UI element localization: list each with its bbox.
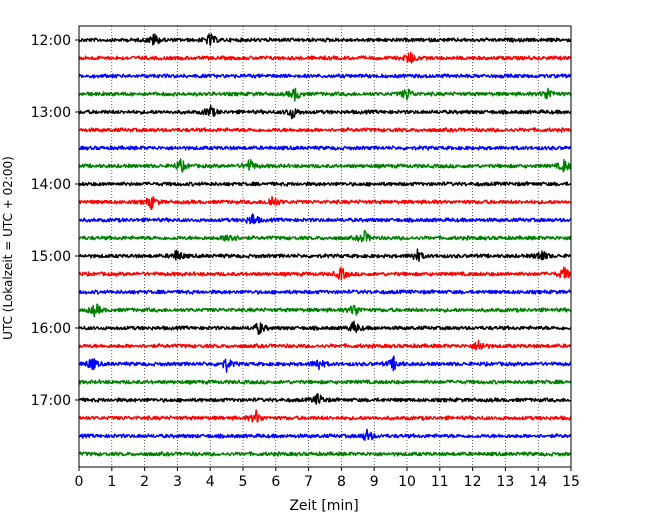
x-axis: 0 1 2 3 4 5 6 7 8 9 10 11 12 13 14 15 — [75, 467, 580, 490]
x-tick-label: 12 — [464, 474, 482, 490]
y-tick-label: 12:00 — [31, 33, 71, 49]
trace-row-1330 — [78, 145, 572, 151]
x-tick-label: 9 — [370, 474, 379, 490]
y-tick-label: 14:00 — [31, 177, 71, 193]
trace-row-1630 — [78, 355, 572, 373]
trace-row-1500 — [78, 248, 572, 263]
trace-row-1715 — [78, 409, 572, 423]
trace-row-1515 — [78, 266, 572, 281]
trace-row-1445 — [78, 229, 572, 243]
x-tick-label: 6 — [271, 474, 280, 490]
x-tick-label: 15 — [562, 474, 580, 490]
x-tick-label: 2 — [140, 474, 149, 490]
trace-row-1645 — [78, 379, 572, 385]
x-tick-label: 3 — [173, 474, 182, 490]
trace-row-1600 — [78, 320, 572, 335]
x-tick-label: 5 — [239, 474, 248, 490]
x-tick-label: 13 — [496, 474, 514, 490]
y-tick-label: 16:00 — [31, 321, 71, 337]
trace-row-1300 — [78, 104, 572, 120]
seismic-traces — [78, 33, 572, 457]
trace-row-1400 — [78, 181, 572, 187]
trace-row-1430 — [78, 213, 572, 225]
x-tick-label: 4 — [206, 474, 215, 490]
trace-row-1545 — [78, 303, 572, 318]
trace-row-1615 — [78, 339, 572, 351]
plot-frame — [78, 25, 572, 468]
x-tick-label: 1 — [107, 474, 116, 490]
trace-row-1345 — [78, 158, 572, 173]
trace-row-1230 — [78, 73, 572, 79]
x-tick-label: 7 — [304, 474, 313, 490]
trace-row-1415 — [78, 195, 572, 211]
trace-row-1315 — [78, 127, 572, 133]
x-tick-label: 14 — [529, 474, 547, 490]
x-tick-label: 0 — [75, 474, 84, 490]
y-axis-label: UTC (Lokalzeit = UTC + 02:00) — [1, 156, 15, 340]
trace-row-1245 — [78, 87, 572, 102]
trace-row-1730 — [78, 428, 572, 441]
x-tick-label: 11 — [431, 474, 449, 490]
y-tick-label: 13:00 — [31, 105, 71, 121]
x-axis-label: Zeit [min] — [289, 498, 358, 514]
trace-row-1200 — [78, 33, 572, 47]
trace-row-1700 — [78, 393, 572, 405]
trace-row-1745 — [78, 451, 572, 457]
x-tick-label: 10 — [398, 474, 416, 490]
y-tick-label: 15:00 — [31, 249, 71, 265]
y-tick-label: 17:00 — [31, 393, 71, 409]
y-axis: 12:00 13:00 14:00 15:00 16:00 17:00 — [31, 33, 79, 409]
x-tick-label: 8 — [337, 474, 346, 490]
trace-row-1215 — [78, 51, 572, 64]
trace-row-1530 — [78, 289, 572, 295]
